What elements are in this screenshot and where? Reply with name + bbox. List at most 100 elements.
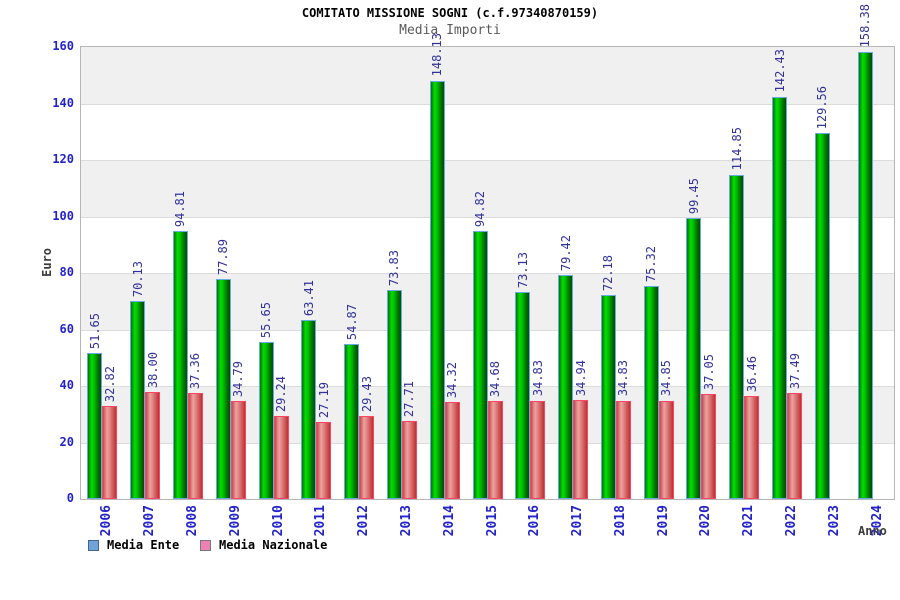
x-tick-label-2020: 2020 [698, 505, 714, 537]
bar-media-nazionale-2021 [744, 396, 760, 499]
x-tick-label-2014: 2014 [441, 505, 457, 537]
legend-swatch-media-nazionale-icon [200, 540, 211, 551]
bar-media-nazionale-2015 [487, 401, 503, 499]
gridline [81, 273, 894, 274]
bar-media-nazionale-2019 [658, 400, 674, 499]
bar-value-label: 129.56 [815, 85, 830, 129]
legend-label-media-ente: Media Ente [107, 538, 180, 552]
bar-value-label: 148.13 [430, 33, 445, 77]
x-tick-label-2018: 2018 [612, 505, 628, 537]
bar-media-ente-2014 [429, 80, 445, 499]
bar-value-label: 37.36 [188, 353, 203, 390]
bar-media-ente-2009 [215, 278, 231, 499]
bar-value-label: 142.43 [772, 49, 787, 93]
gridline [81, 160, 894, 161]
y-tick-label: 0 [66, 491, 74, 505]
x-tick-label-2016: 2016 [527, 505, 543, 537]
y-tick-label: 140 [52, 95, 74, 110]
bar-media-nazionale-2012 [359, 415, 375, 499]
bar-media-nazionale-2017 [573, 400, 589, 499]
bar-value-label: 27.71 [402, 380, 417, 417]
bar-value-label: 34.83 [530, 360, 545, 397]
legend-swatch-media-ente-icon [88, 540, 99, 551]
bar-media-ente-2022 [772, 96, 788, 499]
bar-media-nazionale-2016 [530, 400, 546, 499]
x-tick-label-2007: 2007 [142, 505, 158, 537]
bar-value-label: 38.00 [145, 351, 160, 388]
bar-value-label: 37.05 [701, 354, 716, 391]
bar-media-ente-2016 [515, 292, 531, 499]
bar-value-label: 36.46 [744, 355, 759, 393]
bar-value-label: 73.83 [387, 250, 402, 287]
bar-media-nazionale-2014 [444, 402, 460, 499]
bar-value-label: 158.38 [858, 4, 873, 48]
bar-value-label: 34.79 [231, 360, 246, 397]
bar-value-label: 94.81 [173, 191, 188, 228]
bar-value-label: 29.24 [274, 376, 289, 413]
y-tick-label: 60 [59, 321, 74, 336]
bar-media-ente-2024 [857, 51, 873, 499]
bar-media-nazionale-2018 [615, 400, 631, 499]
bar-value-label: 51.65 [87, 312, 102, 350]
bar-value-label: 75.32 [644, 246, 659, 283]
gridline [81, 103, 894, 105]
y-tick-label: 40 [59, 378, 74, 392]
bar-media-nazionale-2011 [316, 422, 332, 499]
bar-media-ente-2021 [729, 174, 745, 499]
bar-value-label: 114.85 [729, 127, 744, 171]
bar-media-ente-2020 [686, 218, 702, 499]
bar-value-label: 79.42 [558, 234, 573, 271]
bar-media-ente-2006 [87, 353, 103, 499]
bar-media-ente-2010 [258, 341, 274, 499]
x-tick-label-2023: 2023 [826, 505, 842, 537]
bar-media-nazionale-2006 [102, 406, 118, 499]
bar-value-label: 55.65 [259, 301, 274, 338]
bar-value-label: 99.45 [686, 177, 701, 215]
bar-media-nazionale-2008 [187, 393, 203, 499]
x-axis-title: Anno [858, 524, 887, 538]
bar-media-ente-2011 [301, 319, 317, 499]
bar-media-nazionale-2009 [230, 400, 246, 499]
chart-title: COMITATO MISSIONE SOGNI (c.f.97340870159… [301, 6, 599, 20]
plot-band [81, 160, 894, 217]
chart-subtitle: Media Importi [399, 23, 501, 38]
gridline [81, 329, 894, 331]
bar-media-nazionale-2010 [273, 416, 289, 499]
bar-value-label: 34.68 [488, 360, 502, 398]
bar-media-ente-2012 [344, 344, 360, 499]
bar-value-label: 27.19 [316, 382, 331, 419]
bar-value-label: 34.32 [445, 361, 460, 399]
bar-media-ente-2008 [172, 231, 188, 499]
bar-value-label: 72.18 [601, 254, 616, 292]
bar-media-ente-2023 [814, 133, 830, 499]
bar-media-ente-2017 [558, 274, 574, 499]
x-tick-label-2013: 2013 [398, 505, 414, 537]
x-tick-label-2008: 2008 [184, 505, 200, 537]
x-tick-label-2017: 2017 [570, 505, 586, 537]
plot-area: 51.65 32.82 70.13 38.00 94.81 37.36 77.89 34.79… [80, 4, 895, 500]
bar-media-nazionale-2007 [145, 391, 161, 499]
plot-band [81, 103, 894, 160]
bar-value-label: 32.82 [102, 366, 117, 403]
bar-value-label: 63.41 [301, 279, 316, 316]
bar-value-label: 29.43 [359, 375, 374, 412]
bar-value-label: 94.82 [473, 191, 487, 228]
bar-value-label: 70.13 [130, 260, 145, 297]
bar-media-ente-2015 [472, 231, 488, 499]
x-tick-label-2010: 2010 [270, 505, 286, 537]
gridline [81, 386, 894, 387]
bar-media-nazionale-2013 [401, 420, 417, 499]
y-tick-label: 100 [52, 208, 74, 223]
x-tick-label-2022: 2022 [784, 505, 800, 537]
bar-value-label: 73.13 [515, 252, 530, 289]
plot-band [81, 216, 894, 273]
bar-value-label: 34.85 [659, 360, 674, 397]
gridline [81, 216, 894, 218]
bar-media-nazionale-2020 [701, 394, 717, 499]
plot-band [81, 47, 894, 104]
y-tick-label: 160 [52, 39, 74, 53]
y-tick-label: 20 [59, 434, 74, 449]
x-tick-label-2006: 2006 [99, 505, 115, 537]
bar-media-ente-2007 [130, 300, 146, 499]
